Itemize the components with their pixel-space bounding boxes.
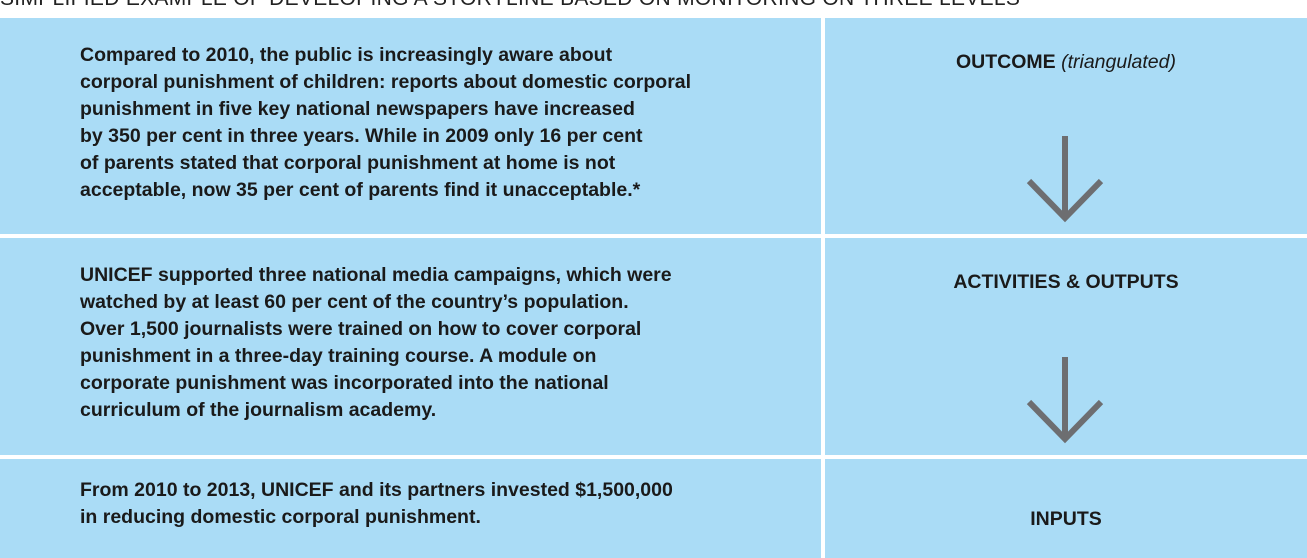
text-line: Compared to 2010, the public is increasi… bbox=[80, 44, 613, 66]
cell-text: From 2010 to 2013, UNICEF and its partne… bbox=[80, 477, 673, 531]
level-label: INPUTS bbox=[825, 508, 1307, 531]
text-line: From 2010 to 2013, UNICEF and its partne… bbox=[80, 479, 673, 501]
text-line: curriculum of the journalism academy. bbox=[80, 399, 437, 421]
level-label: ACTIVITIES & OUTPUTS bbox=[825, 271, 1307, 294]
text-line: corporal punishment of children: reports… bbox=[80, 71, 692, 93]
text-line: acceptable, now 35 per cent of parents f… bbox=[80, 179, 641, 201]
level-name: OUTCOME bbox=[956, 51, 1056, 73]
cell-text: Compared to 2010, the public is increasi… bbox=[80, 42, 691, 204]
text-cell: Compared to 2010, the public is increasi… bbox=[0, 18, 821, 234]
level-name: ACTIVITIES & OUTPUTS bbox=[953, 271, 1179, 293]
text-line: Over 1,500 journalists were trained on h… bbox=[80, 318, 642, 340]
level-name: INPUTS bbox=[1030, 508, 1102, 530]
down-arrow bbox=[1026, 357, 1104, 444]
text-line: by 350 per cent in three years. While in… bbox=[80, 125, 643, 147]
down-arrow bbox=[1026, 136, 1104, 223]
title: SIMPLIFIED EXAMPLE OF DEVELOPING A STORY… bbox=[0, 0, 1020, 11]
level-note: (triangulated) bbox=[1061, 51, 1176, 73]
text-line: punishment in five key national newspape… bbox=[80, 98, 635, 120]
level-cell: OUTCOME (triangulated) bbox=[825, 18, 1307, 234]
text-line: punishment in a three-day training cours… bbox=[80, 345, 597, 367]
level-cell: ACTIVITIES & OUTPUTS bbox=[825, 238, 1307, 455]
level-cell: INPUTS bbox=[825, 459, 1307, 558]
cell-text: UNICEF supported three national media ca… bbox=[80, 262, 672, 424]
text-cell: From 2010 to 2013, UNICEF and its partne… bbox=[0, 459, 821, 558]
text-line: in reducing domestic corporal punishment… bbox=[80, 506, 481, 528]
text-line: of parents stated that corporal punishme… bbox=[80, 152, 616, 174]
level-label: OUTCOME (triangulated) bbox=[825, 51, 1307, 74]
text-line: watched by at least 60 per cent of the c… bbox=[80, 291, 629, 313]
text-cell: UNICEF supported three national media ca… bbox=[0, 238, 821, 455]
text-line: corporate punishment was incorporated in… bbox=[80, 372, 609, 394]
text-line: UNICEF supported three national media ca… bbox=[80, 264, 672, 286]
